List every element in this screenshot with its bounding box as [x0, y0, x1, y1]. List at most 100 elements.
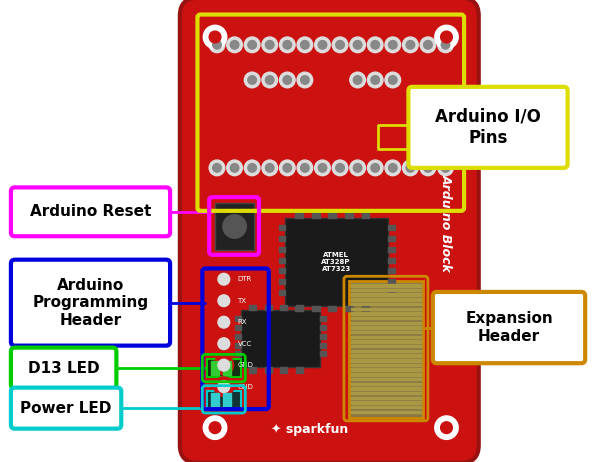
Bar [351, 411, 421, 413]
Bar [278, 268, 286, 274]
Circle shape [297, 72, 313, 88]
Circle shape [262, 37, 278, 53]
Circle shape [438, 160, 454, 176]
Bar [351, 284, 421, 286]
Bar [223, 361, 230, 375]
Bar [351, 359, 421, 362]
Circle shape [212, 41, 221, 49]
Bar [351, 312, 421, 315]
Circle shape [440, 422, 452, 433]
Circle shape [441, 41, 450, 49]
Bar [351, 293, 421, 296]
Bar [351, 298, 421, 301]
Circle shape [283, 76, 292, 84]
FancyBboxPatch shape [11, 388, 121, 429]
Bar [351, 345, 421, 347]
Circle shape [424, 41, 432, 49]
Bar [296, 367, 303, 373]
Bar [351, 378, 421, 380]
Text: TX: TX [238, 298, 247, 304]
Circle shape [218, 274, 230, 285]
Text: Power LED: Power LED [20, 401, 112, 416]
Circle shape [230, 41, 239, 49]
Bar [345, 305, 353, 311]
Circle shape [218, 316, 230, 328]
Circle shape [227, 160, 242, 176]
Bar [265, 367, 272, 373]
Circle shape [440, 31, 452, 43]
Bar [235, 316, 241, 321]
Bar [278, 279, 286, 284]
Circle shape [314, 160, 330, 176]
Circle shape [371, 76, 380, 84]
Bar [278, 290, 286, 295]
Circle shape [248, 164, 256, 172]
Bar [235, 334, 241, 339]
Bar [278, 236, 286, 241]
Circle shape [350, 37, 365, 53]
Bar [235, 325, 241, 330]
FancyBboxPatch shape [180, 0, 479, 462]
Bar [351, 340, 421, 343]
Circle shape [388, 76, 397, 84]
Circle shape [385, 160, 401, 176]
Circle shape [367, 160, 383, 176]
Bar [351, 308, 421, 310]
Circle shape [385, 37, 401, 53]
Circle shape [265, 41, 274, 49]
Circle shape [301, 76, 309, 84]
Circle shape [420, 160, 436, 176]
Circle shape [297, 37, 313, 53]
Bar [265, 304, 272, 310]
Circle shape [218, 381, 230, 393]
Bar [295, 212, 303, 218]
Bar [351, 303, 421, 305]
Circle shape [350, 72, 365, 88]
Bar [351, 289, 421, 291]
Circle shape [367, 37, 383, 53]
Circle shape [248, 76, 256, 84]
Circle shape [248, 41, 256, 49]
Circle shape [314, 37, 330, 53]
Circle shape [435, 416, 458, 439]
Text: GND: GND [238, 383, 253, 389]
Circle shape [406, 41, 415, 49]
Circle shape [353, 164, 362, 172]
Circle shape [332, 160, 348, 176]
Bar [345, 212, 353, 218]
Circle shape [244, 37, 260, 53]
Circle shape [262, 72, 278, 88]
Circle shape [353, 76, 362, 84]
Circle shape [209, 37, 225, 53]
Circle shape [336, 164, 344, 172]
Circle shape [438, 37, 454, 53]
Circle shape [212, 164, 221, 172]
Circle shape [218, 295, 230, 307]
Bar [349, 281, 423, 418]
Bar [351, 350, 421, 352]
Circle shape [318, 164, 327, 172]
Circle shape [283, 41, 292, 49]
Circle shape [301, 41, 309, 49]
Bar [235, 352, 241, 356]
Bar [215, 203, 254, 250]
Bar [328, 212, 336, 218]
Circle shape [301, 164, 309, 172]
Circle shape [353, 41, 362, 49]
Circle shape [424, 164, 432, 172]
Circle shape [388, 41, 397, 49]
Bar [241, 310, 320, 367]
Circle shape [209, 160, 225, 176]
Text: Expansion
Header: Expansion Header [465, 311, 553, 344]
Bar [328, 305, 336, 311]
Circle shape [318, 41, 327, 49]
Bar [351, 331, 421, 334]
Circle shape [280, 72, 295, 88]
Bar [278, 258, 286, 262]
Circle shape [332, 37, 348, 53]
Bar [388, 247, 395, 252]
Circle shape [203, 25, 227, 49]
Bar [351, 317, 421, 319]
Bar [207, 359, 241, 377]
Bar [249, 304, 256, 310]
